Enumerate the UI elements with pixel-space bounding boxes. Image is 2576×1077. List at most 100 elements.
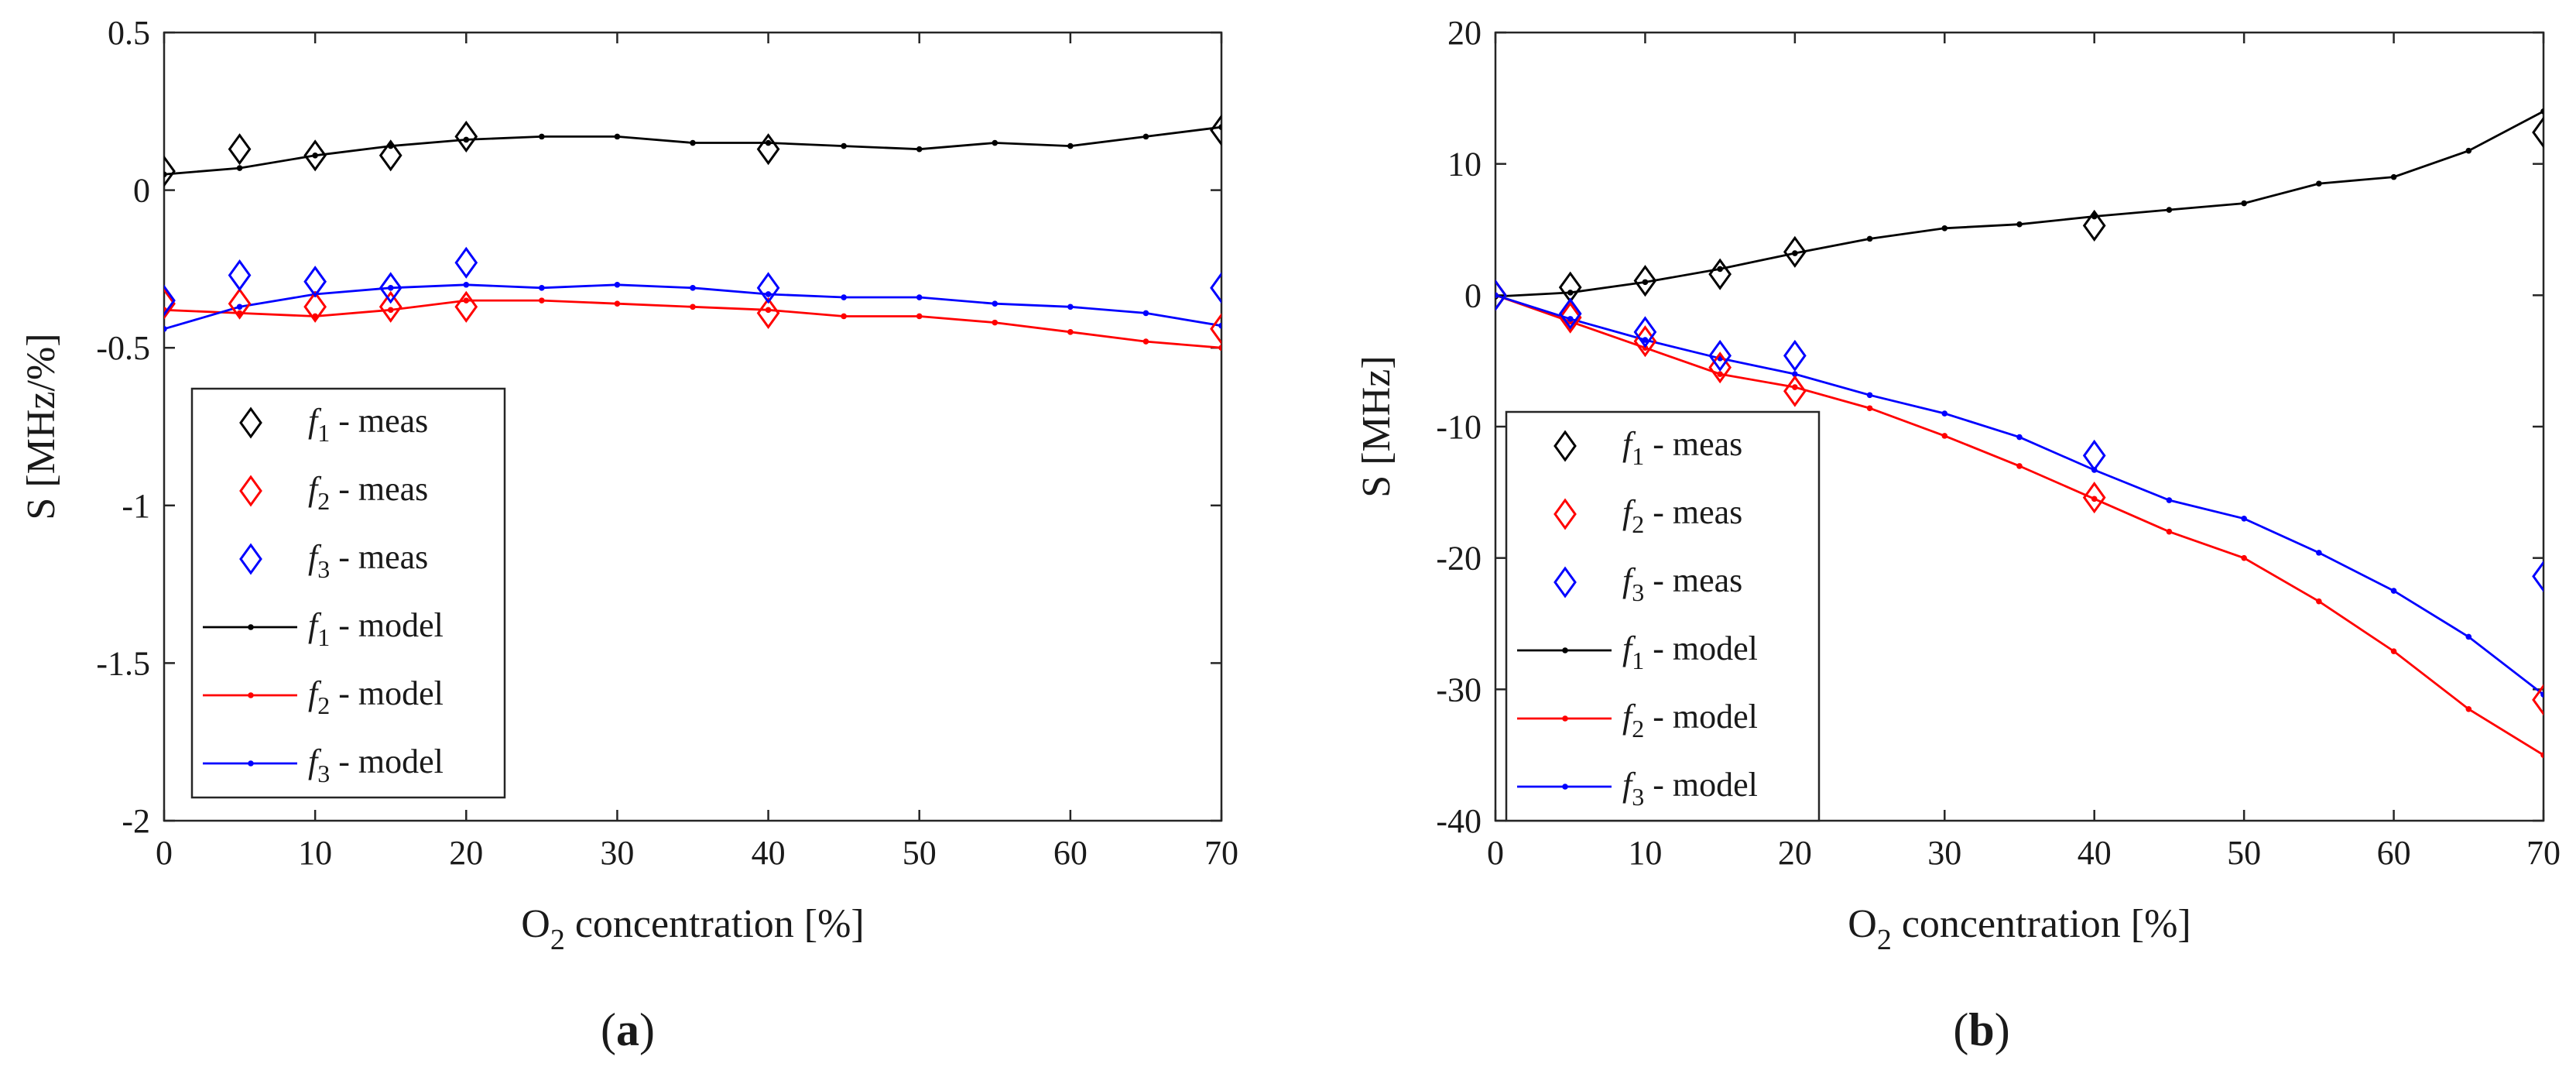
x-tick-label: 0 xyxy=(1487,834,1504,872)
series-point-a-3 xyxy=(841,142,847,149)
chart-panel-b: 0 10 20 30 40 50 60 70 -40 -30 -20 -10 0 10 20 O2 conce… xyxy=(1355,14,2561,1055)
series-point-a-4 xyxy=(387,307,394,314)
series-point-b-5 xyxy=(1495,292,1499,299)
x-tick-label: 30 xyxy=(600,834,634,872)
series-marker-b-2 xyxy=(1783,339,1807,372)
plot-area xyxy=(163,31,1223,822)
x-tick-label: 20 xyxy=(449,834,483,872)
y-tick-label: 0 xyxy=(1464,276,1482,314)
y-tick-label: -20 xyxy=(1436,540,1482,578)
series-point-b-4 xyxy=(2166,528,2173,535)
series-point-b-3 xyxy=(1941,225,1948,232)
series-marker-b-0 xyxy=(1783,235,1807,268)
series-point-a-3 xyxy=(1218,124,1221,130)
series-point-b-5 xyxy=(1642,337,1649,343)
series-point-a-4 xyxy=(1067,329,1074,335)
legend-marker xyxy=(1553,566,1577,599)
series-point-b-5 xyxy=(2390,588,2397,594)
series-marker-a-0 xyxy=(1210,114,1221,146)
series-point-b-3 xyxy=(2166,207,2173,213)
series-point-a-4 xyxy=(916,313,923,320)
x-tick-label: 40 xyxy=(752,834,786,872)
series-point-a-4 xyxy=(765,307,772,314)
y-tick-label: -2 xyxy=(122,802,150,840)
legend-label: f1 - model xyxy=(1622,629,1758,674)
series-point-a-3 xyxy=(614,133,621,140)
series-marker-b-0 xyxy=(1708,258,1732,290)
series-point-a-3 xyxy=(539,133,545,140)
series-point-a-5 xyxy=(463,281,470,288)
series-point-b-3 xyxy=(2390,173,2397,180)
legend-label: f2 - model xyxy=(308,674,444,719)
series-point-b-4 xyxy=(2390,648,2397,654)
x-tick-label: 10 xyxy=(1628,834,1662,872)
legend-point xyxy=(1562,784,1568,790)
legend-label: f3 - model xyxy=(1622,766,1758,811)
y-tick-label: -10 xyxy=(1436,408,1482,446)
series-marker-b-0 xyxy=(2532,116,2543,149)
legend-marker xyxy=(1553,430,1577,462)
series-point-a-5 xyxy=(841,294,847,300)
y-axis-label: S [MHz] xyxy=(1355,355,1399,497)
x-axis-label: O2 concentration [%] xyxy=(521,902,865,956)
legend-marker xyxy=(239,475,262,507)
series-marker-a-0 xyxy=(379,139,402,172)
series-point-a-4 xyxy=(539,297,545,304)
legend-label: f1 - meas xyxy=(1622,425,1742,470)
series-marker-a-0 xyxy=(164,155,176,187)
x-axis-label: O2 concentration [%] xyxy=(1848,902,2191,956)
legend-marker xyxy=(239,406,262,439)
series-point-a-3 xyxy=(312,153,318,159)
series-point-b-4 xyxy=(1717,371,1723,377)
legend-point xyxy=(1562,647,1568,653)
series-point-b-3 xyxy=(2540,108,2543,115)
series-marker-b-1 xyxy=(2532,684,2543,716)
x-tick-label: 70 xyxy=(2526,834,2561,872)
series-marker-b-0 xyxy=(1633,265,1657,297)
series-point-b-3 xyxy=(2241,200,2247,207)
series-point-a-5 xyxy=(1067,304,1074,310)
legend-label: f3 - model xyxy=(308,743,444,787)
y-tick-label: -40 xyxy=(1436,802,1482,840)
x-tick-label: 30 xyxy=(1927,834,1961,872)
series-marker-a-2 xyxy=(756,272,780,304)
chart-panel-a: 0 10 20 30 40 50 60 70 -2 -1.5 -1 -0.5 0 0.5 O2 concen… xyxy=(19,14,1238,1055)
series-marker-b-2 xyxy=(1495,279,1507,311)
y-tick-label: -1 xyxy=(122,487,150,525)
series-line-b-3 xyxy=(1495,110,2543,298)
series-marker-b-2 xyxy=(1558,297,1582,330)
series-point-b-5 xyxy=(1941,410,1948,417)
series-point-b-5 xyxy=(2016,434,2023,441)
x-tick-label: 60 xyxy=(1053,834,1088,872)
series-point-b-4 xyxy=(1866,405,1873,412)
series-point-b-3 xyxy=(1567,290,1574,296)
series-point-b-4 xyxy=(2241,554,2247,561)
series-point-a-5 xyxy=(916,294,923,300)
series-marker-a-0 xyxy=(228,133,252,166)
series-point-a-4 xyxy=(1218,345,1221,351)
series-point-b-4 xyxy=(2540,752,2543,758)
y-tick-label: 0.5 xyxy=(108,14,150,52)
legend-marker xyxy=(239,543,262,575)
panel-label: (a) xyxy=(601,1004,655,1055)
series-marker-b-2 xyxy=(1708,339,1732,372)
x-tick-label: 60 xyxy=(2377,834,2411,872)
series-marker-a-2 xyxy=(454,246,478,279)
series-marker-b-2 xyxy=(2082,439,2106,472)
series-point-a-3 xyxy=(1142,133,1149,140)
series-marker-b-1 xyxy=(2082,482,2106,514)
series-point-b-3 xyxy=(1866,235,1873,242)
panel-label: (b) xyxy=(1953,1004,2009,1055)
series-marker-b-2 xyxy=(2532,560,2543,592)
series-point-a-4 xyxy=(1142,338,1149,345)
series-point-a-5 xyxy=(765,291,772,297)
series-marker-a-0 xyxy=(756,133,780,166)
series-point-b-5 xyxy=(2316,550,2322,556)
series-layer xyxy=(1495,108,2543,758)
series-marker-b-2 xyxy=(1633,316,1657,348)
series-marker-a-2 xyxy=(1210,272,1221,304)
series-marker-a-2 xyxy=(164,284,176,317)
series-point-a-5 xyxy=(1218,322,1221,329)
